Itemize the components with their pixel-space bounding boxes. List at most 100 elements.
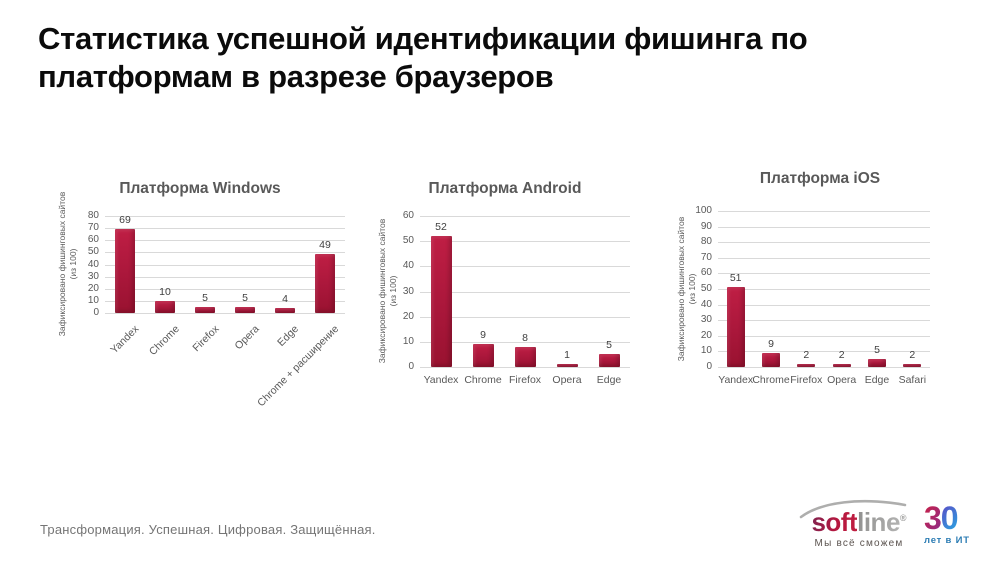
bar xyxy=(195,306,215,313)
x-category-label: Chrome + расширение xyxy=(255,323,342,410)
bar xyxy=(315,253,335,313)
y-tick-label: 0 xyxy=(93,307,99,318)
value-label: 2 xyxy=(909,348,916,361)
x-category-label: Chrome xyxy=(752,374,790,386)
x-category-label: Opera xyxy=(827,374,857,386)
y-tick-label: 10 xyxy=(87,294,99,306)
gridline xyxy=(718,226,930,228)
x-category-label: Firefox xyxy=(508,374,542,386)
bar xyxy=(275,308,295,313)
registered-mark: ® xyxy=(899,513,907,523)
value-label: 52 xyxy=(435,221,447,234)
gridline xyxy=(105,300,345,302)
value-label: 9 xyxy=(768,337,774,350)
brand-soft: soft xyxy=(811,506,858,537)
y-tick-label: 30 xyxy=(402,285,414,297)
gridline xyxy=(718,320,930,322)
y-tick-label: 60 xyxy=(700,267,712,279)
value-label: 5 xyxy=(606,339,612,352)
x-category-label: Opera xyxy=(232,323,262,353)
y-tick-label: 10 xyxy=(402,335,414,347)
chart-android: Платформа Android Зафиксировано фишингов… xyxy=(375,180,635,390)
gridline xyxy=(420,216,630,217)
bar xyxy=(514,346,536,367)
value-label: 5 xyxy=(202,291,208,304)
x-category-label: Firefox xyxy=(790,374,823,386)
bar xyxy=(868,359,886,367)
y-tick-label: 70 xyxy=(87,222,99,234)
bar xyxy=(832,363,851,367)
y-tick-label: 30 xyxy=(700,314,712,326)
footer-tagline: Трансформация. Успешная. Цифровая. Защищ… xyxy=(40,522,376,537)
gridline xyxy=(718,304,930,306)
softline-wordmark: softline® xyxy=(801,504,917,536)
value-label: 8 xyxy=(522,331,528,344)
gridline xyxy=(420,316,630,318)
gridline xyxy=(718,289,930,290)
y-tick-label: 30 xyxy=(87,270,99,282)
y-tick-label: 50 xyxy=(87,246,99,258)
gridline xyxy=(420,367,630,368)
value-label: 4 xyxy=(282,293,288,306)
bar xyxy=(797,363,816,367)
anniversary-digit-0: 0 xyxy=(940,500,959,536)
anniversary-caption: лет в ИТ xyxy=(924,535,970,546)
y-tick-label: 20 xyxy=(402,310,414,322)
x-category-label: Firefox xyxy=(190,323,222,355)
gridline xyxy=(105,228,345,230)
y-tick-label: 100 xyxy=(695,205,712,216)
softline-logo: softline® Мы всё сможем xyxy=(799,499,917,549)
gridline xyxy=(420,291,630,293)
gridline xyxy=(718,273,930,275)
x-category-label: Safari xyxy=(898,374,927,386)
gridline xyxy=(420,341,630,343)
value-label: 69 xyxy=(119,214,131,227)
gridline xyxy=(420,241,630,243)
y-axis-label-line1: Зафиксировано фишинговых сайтов xyxy=(57,191,67,337)
gridline xyxy=(718,367,930,368)
gridline xyxy=(718,335,930,337)
value-label: 51 xyxy=(729,272,742,285)
y-tick-label: 40 xyxy=(87,258,99,270)
y-tick-label: 60 xyxy=(402,210,414,221)
x-category-label: Edge xyxy=(596,374,622,386)
x-category-label: Yandex xyxy=(718,374,754,386)
value-label: 9 xyxy=(480,329,486,342)
anniversary-digit-3: 3 xyxy=(924,500,942,536)
chart-windows: Платформа Windows Зафиксировано фишингов… xyxy=(45,180,355,420)
chart-title: Платформа Android xyxy=(428,180,582,197)
bar xyxy=(726,287,745,367)
brand-tagline: Мы всё сможем xyxy=(814,537,904,549)
chart-title: Платформа iOS xyxy=(759,170,881,187)
gridline xyxy=(105,240,345,242)
anniversary-30-badge: 30 лет в ИТ xyxy=(924,502,988,546)
value-label: 1 xyxy=(564,349,570,362)
anniversary-number: 30 xyxy=(924,502,988,534)
bar xyxy=(472,344,494,367)
gridline xyxy=(105,252,345,254)
y-tick-label: 80 xyxy=(87,210,99,221)
y-tick-label: 40 xyxy=(700,298,712,310)
bar xyxy=(430,236,452,367)
value-label: 49 xyxy=(319,238,331,251)
gridline xyxy=(420,266,630,268)
value-label: 5 xyxy=(874,344,880,357)
bar xyxy=(235,306,255,313)
gridline xyxy=(105,313,345,314)
x-category-label: Opera xyxy=(552,374,582,386)
y-tick-label: 50 xyxy=(700,283,712,294)
gridline xyxy=(105,216,345,217)
y-tick-label: 0 xyxy=(706,361,712,372)
bar xyxy=(155,300,175,313)
bar xyxy=(903,363,922,367)
x-category-label: Yandex xyxy=(423,374,459,386)
value-label: 10 xyxy=(159,285,171,298)
chart-ios: Платформа iOS Зафиксировано фишинговых с… xyxy=(672,170,968,390)
gridline xyxy=(105,288,345,290)
bar xyxy=(115,229,135,313)
y-tick-label: 10 xyxy=(700,345,712,357)
y-tick-label: 90 xyxy=(700,220,712,232)
x-category-label: Chrome xyxy=(146,323,182,358)
gridline xyxy=(105,264,345,266)
